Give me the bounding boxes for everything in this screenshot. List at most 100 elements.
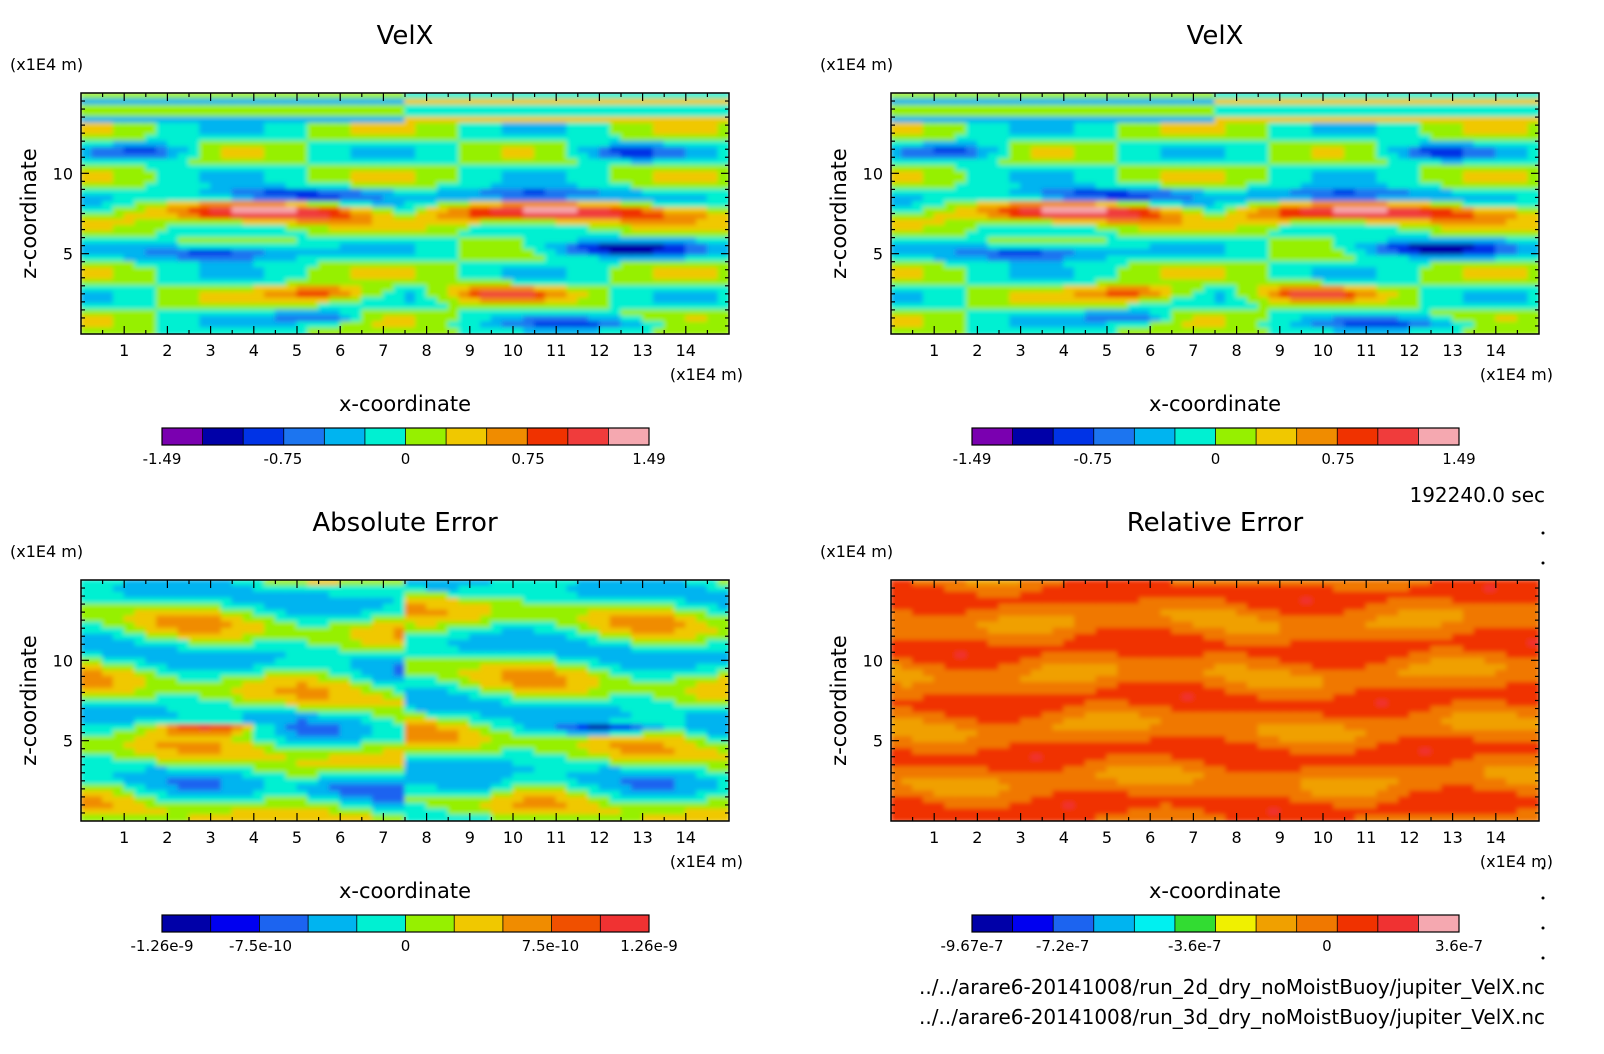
heatmap-cell <box>944 134 957 143</box>
heatmap-cell <box>372 146 385 155</box>
heatmap-cell <box>1527 225 1539 233</box>
heatmap-cell <box>1214 206 1227 215</box>
heatmap-cell <box>339 219 352 227</box>
heatmap-cell <box>253 110 266 119</box>
heatmap-cell <box>598 128 612 137</box>
heatmap-cell <box>81 303 93 311</box>
heatmap-cell <box>469 249 482 257</box>
heatmap-cell <box>598 194 612 203</box>
heatmap-cell <box>1365 122 1378 131</box>
heatmap-cell <box>706 213 720 221</box>
heatmap-cell <box>81 188 93 197</box>
heatmap-cell <box>393 321 406 329</box>
heatmap-cell <box>361 273 374 281</box>
heatmap-cell <box>1527 194 1539 203</box>
heatmap-cell <box>1527 285 1539 293</box>
heatmap-cell <box>891 309 903 317</box>
heatmap-cell <box>706 176 720 185</box>
heatmap-cell <box>631 261 644 269</box>
heatmap-cell <box>490 134 504 143</box>
heatmap-cell <box>501 219 514 227</box>
heatmap-cell <box>1311 309 1324 317</box>
heatmap-cell <box>393 170 406 179</box>
heatmap-cell <box>706 158 720 167</box>
heatmap-cell <box>274 255 288 263</box>
heatmap-cell <box>1311 273 1324 281</box>
heatmap-cell <box>1365 170 1378 179</box>
heatmap-cell <box>1192 261 1206 269</box>
heatmap-cell <box>1246 116 1260 125</box>
heatmap-cell <box>231 285 244 293</box>
heatmap-cell <box>631 327 644 334</box>
heatmap-cell <box>717 243 729 251</box>
y-unit-label: (x1E4 m) <box>10 55 83 74</box>
heatmap-cell <box>1419 152 1432 161</box>
heatmap-cell <box>901 297 914 305</box>
heatmap-cell <box>296 285 309 293</box>
heatmap-cell <box>210 188 223 197</box>
heatmap-cell <box>685 206 698 215</box>
heatmap-cell <box>1117 176 1130 185</box>
heatmap-cell <box>1495 261 1508 269</box>
heatmap-cell <box>1030 194 1044 203</box>
heatmap-cell <box>696 291 709 299</box>
heatmap-cell <box>199 128 212 137</box>
heatmap-cell <box>1020 176 1033 185</box>
heatmap-cell <box>1354 176 1368 185</box>
heatmap-cell <box>458 200 471 209</box>
heatmap-cell <box>1419 182 1432 191</box>
heatmap-cell <box>1030 110 1044 119</box>
heatmap-cell <box>1322 309 1335 317</box>
heatmap-cell <box>1495 170 1508 179</box>
heatmap-cell <box>188 237 201 245</box>
heatmap-cell <box>1354 237 1368 245</box>
heatmap-cell <box>1214 122 1227 131</box>
heatmap-cell <box>555 194 568 203</box>
heatmap-cell <box>566 219 579 227</box>
heatmap-cell <box>1160 98 1173 107</box>
heatmap-cell <box>933 237 946 245</box>
colorbar-swatch <box>202 428 244 445</box>
heatmap-cell <box>1495 194 1508 203</box>
heatmap-cell <box>1430 93 1443 101</box>
heatmap-cell <box>706 93 720 101</box>
heatmap-cell <box>1106 213 1119 221</box>
heatmap-cell <box>1333 291 1346 299</box>
heatmap-cell <box>696 249 709 257</box>
heatmap-cell <box>1516 116 1530 125</box>
heatmap-cell <box>1009 158 1022 167</box>
heatmap-cell <box>1009 146 1022 155</box>
heatmap-cell <box>458 122 471 131</box>
heatmap-cell <box>1009 243 1022 251</box>
heatmap-cell <box>253 194 266 203</box>
heatmap-cell <box>987 219 1000 227</box>
heatmap-cell <box>307 122 320 131</box>
heatmap-cell <box>523 231 536 239</box>
heatmap-cell <box>1182 98 1195 107</box>
heatmap-cell <box>188 152 201 161</box>
heatmap-cell <box>1063 104 1076 113</box>
heatmap-cell <box>717 213 729 221</box>
heatmap-cell <box>912 327 925 334</box>
heatmap-cell <box>1344 164 1357 173</box>
heatmap-cell <box>307 267 320 275</box>
heatmap-cell <box>1074 267 1087 275</box>
heatmap-cell <box>555 146 568 155</box>
heatmap-cell <box>469 146 482 155</box>
heatmap-cell <box>253 309 266 317</box>
heatmap-cell <box>1311 267 1324 275</box>
heatmap-cell <box>382 291 396 299</box>
heatmap-cell <box>1268 291 1281 299</box>
heatmap-cell <box>458 213 471 221</box>
heatmap-cell <box>663 297 676 305</box>
heatmap-cell <box>717 140 729 149</box>
heatmap-cell <box>933 225 946 233</box>
heatmap-cell <box>1376 321 1389 329</box>
heatmap-cell <box>1268 267 1281 275</box>
heatmap-cell <box>220 279 234 287</box>
heatmap-cell <box>1506 170 1519 179</box>
heatmap-cell <box>210 122 223 131</box>
heatmap-cell <box>663 98 676 107</box>
heatmap-cell <box>577 315 590 323</box>
heatmap-cell <box>1246 261 1260 269</box>
